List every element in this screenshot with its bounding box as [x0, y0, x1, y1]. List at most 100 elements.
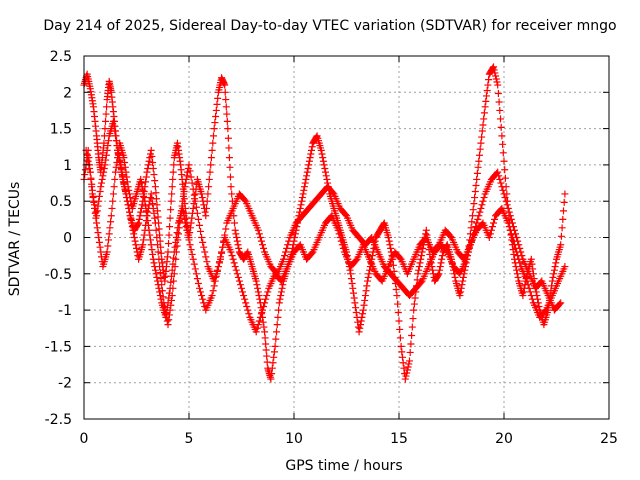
data-point [334, 226, 342, 234]
data-point [505, 223, 513, 231]
x-tick-label: 10 [285, 431, 303, 447]
data-point [182, 175, 190, 183]
data-point [168, 266, 176, 274]
data-point [479, 197, 487, 205]
data-point [493, 78, 501, 86]
data-layer [80, 63, 569, 383]
data-point [256, 234, 264, 241]
x-tick-label: 15 [390, 431, 408, 447]
data-point [135, 219, 143, 227]
data-point [352, 304, 360, 312]
data-point [100, 165, 108, 173]
data-point [270, 353, 278, 361]
data-point [291, 230, 299, 238]
data-point [267, 375, 275, 383]
data-point [101, 161, 109, 169]
y-tick-label: -2 [58, 376, 72, 392]
data-point [405, 360, 413, 368]
data-point [154, 281, 162, 289]
data-point [508, 234, 516, 241]
data-point [148, 195, 156, 203]
data-point [210, 125, 218, 133]
data-point [136, 212, 144, 220]
data-point [495, 172, 503, 180]
data-point [203, 258, 211, 266]
data-point [396, 334, 404, 342]
data-point [183, 172, 191, 180]
data-point [490, 63, 497, 71]
data-point [225, 154, 233, 162]
data-point [126, 212, 134, 220]
data-point [199, 295, 207, 303]
data-point [205, 175, 213, 183]
data-point [121, 163, 129, 171]
data-point [245, 310, 253, 318]
data-point [151, 263, 159, 271]
data-point [272, 335, 280, 343]
data-point [282, 248, 290, 256]
data-point [172, 238, 180, 246]
data-point [126, 190, 133, 198]
data-point [156, 292, 164, 300]
data-point [498, 132, 506, 140]
x-axis-label: GPS time / hours [285, 458, 402, 474]
data-point [198, 190, 206, 198]
data-point [307, 150, 315, 158]
data-point [95, 197, 103, 205]
data-point [422, 226, 430, 234]
data-point [341, 211, 349, 219]
data-point [175, 230, 182, 238]
data-point [99, 172, 107, 180]
data-point [395, 317, 403, 325]
data-point [153, 234, 161, 241]
data-point [358, 313, 366, 321]
data-point [417, 278, 425, 286]
data-point [437, 259, 445, 267]
data-point [98, 175, 106, 183]
data-point [320, 161, 328, 169]
data-point [154, 241, 161, 249]
data-point [224, 125, 232, 133]
data-point [232, 230, 240, 238]
data-point [215, 258, 223, 266]
data-point [147, 146, 155, 154]
data-point [415, 263, 423, 271]
data-point [505, 208, 513, 216]
data-point [203, 204, 210, 212]
data-point [207, 161, 215, 169]
data-point [403, 366, 411, 374]
data-point [312, 133, 320, 141]
data-point [436, 266, 444, 274]
data-point [151, 177, 159, 185]
data-point [259, 306, 266, 314]
data-point [223, 110, 231, 118]
data-point [557, 299, 565, 307]
data-point [212, 106, 220, 114]
data-point [305, 161, 313, 169]
data-point [361, 292, 369, 300]
y-tick-label: 2 [63, 85, 72, 101]
data-point [235, 244, 243, 252]
data-point [200, 243, 208, 251]
data-point [494, 168, 502, 176]
data-point [234, 273, 242, 281]
data-point [549, 273, 557, 281]
data-point [336, 234, 344, 241]
data-point [129, 226, 137, 234]
data-point [411, 294, 419, 302]
data-point [456, 292, 464, 300]
data-point [492, 72, 500, 80]
data-point [528, 260, 536, 268]
data-point [138, 201, 146, 209]
data-point [551, 263, 559, 271]
data-point [179, 204, 187, 212]
data-point [357, 321, 364, 329]
data-point [101, 125, 109, 133]
data-point [451, 273, 459, 281]
data-point [275, 306, 283, 314]
data-point [406, 348, 414, 356]
data-point [396, 254, 404, 262]
data-point [501, 166, 509, 174]
data-point [152, 270, 160, 278]
data-point [112, 163, 120, 171]
